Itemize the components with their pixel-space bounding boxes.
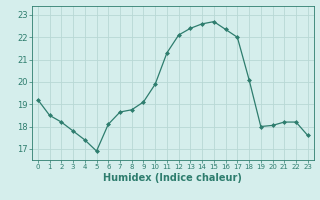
- X-axis label: Humidex (Indice chaleur): Humidex (Indice chaleur): [103, 173, 242, 183]
